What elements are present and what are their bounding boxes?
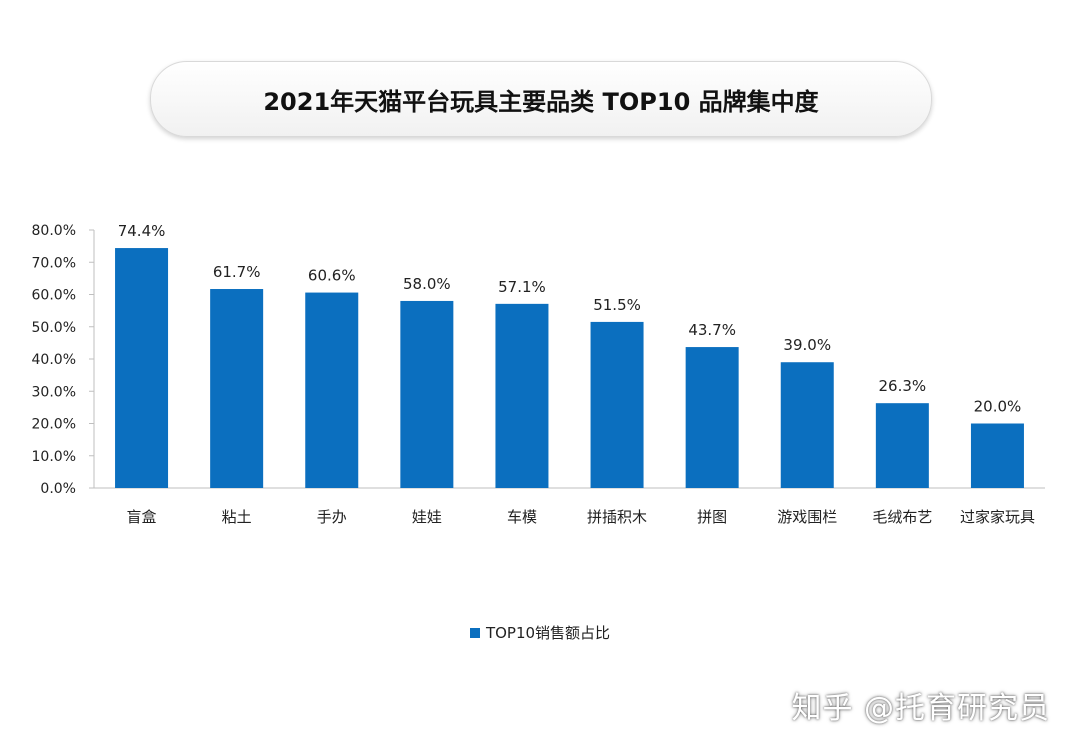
x-tick-label: 毛绒布艺 [872, 508, 932, 526]
x-tick-label: 拼图 [697, 508, 727, 526]
bar [115, 248, 169, 488]
data-label: 61.7% [213, 263, 261, 281]
chart-title-box: 2021年天猫平台玩具主要品类 TOP10 品牌集中度 [150, 61, 932, 137]
watermark: 知乎 @托育研究员 [791, 691, 1050, 726]
x-tick-label: 娃娃 [412, 508, 442, 526]
data-label: 26.3% [879, 377, 927, 395]
chart-legend: TOP10销售额占比 [0, 622, 1080, 643]
legend-label: TOP10销售额占比 [485, 624, 611, 642]
bar [970, 423, 1024, 488]
bar [400, 300, 454, 488]
y-tick-label: 70.0% [32, 255, 76, 271]
bar [875, 403, 929, 488]
data-label: 74.4% [118, 222, 166, 240]
bar-chart: 0.0% 10.0% 20.0% 30.0% 40.0% 50.0% 60.0% 70.0% 8… [32, 222, 1045, 526]
data-label: 43.7% [688, 321, 736, 339]
y-tick-label: 50.0% [32, 320, 76, 336]
y-tick-label: 30.0% [32, 384, 76, 400]
x-tick-label: 盲盒 [127, 508, 157, 526]
y-tick-label: 60.0% [32, 288, 76, 304]
data-label: 20.0% [974, 398, 1022, 416]
bar [210, 289, 264, 488]
y-tick-label: 40.0% [32, 352, 76, 368]
y-tick-label: 80.0% [32, 223, 76, 239]
x-tick-label: 拼插积木 [587, 508, 647, 526]
bar [685, 347, 739, 488]
bar [780, 362, 834, 488]
x-tick-label: 过家家玩具 [960, 508, 1035, 526]
chart-title: 2021年天猫平台玩具主要品类 TOP10 品牌集中度 [263, 87, 819, 116]
bar [590, 321, 644, 488]
y-tick-label: 0.0% [40, 481, 76, 497]
data-label: 39.0% [783, 336, 831, 354]
x-tick-label: 粘土 [222, 508, 252, 526]
data-label: 51.5% [593, 296, 641, 314]
legend-swatch [469, 627, 480, 638]
data-label: 58.0% [403, 275, 451, 293]
y-tick-label: 20.0% [32, 417, 76, 433]
bar [305, 292, 359, 488]
data-label: 57.1% [498, 278, 546, 296]
data-label: 60.6% [308, 267, 356, 285]
y-tick-label: 10.0% [32, 449, 76, 465]
x-tick-label: 车模 [507, 508, 537, 526]
x-tick-label: 手办 [317, 508, 347, 526]
x-tick-label: 游戏围栏 [777, 508, 837, 526]
bar [495, 303, 549, 488]
